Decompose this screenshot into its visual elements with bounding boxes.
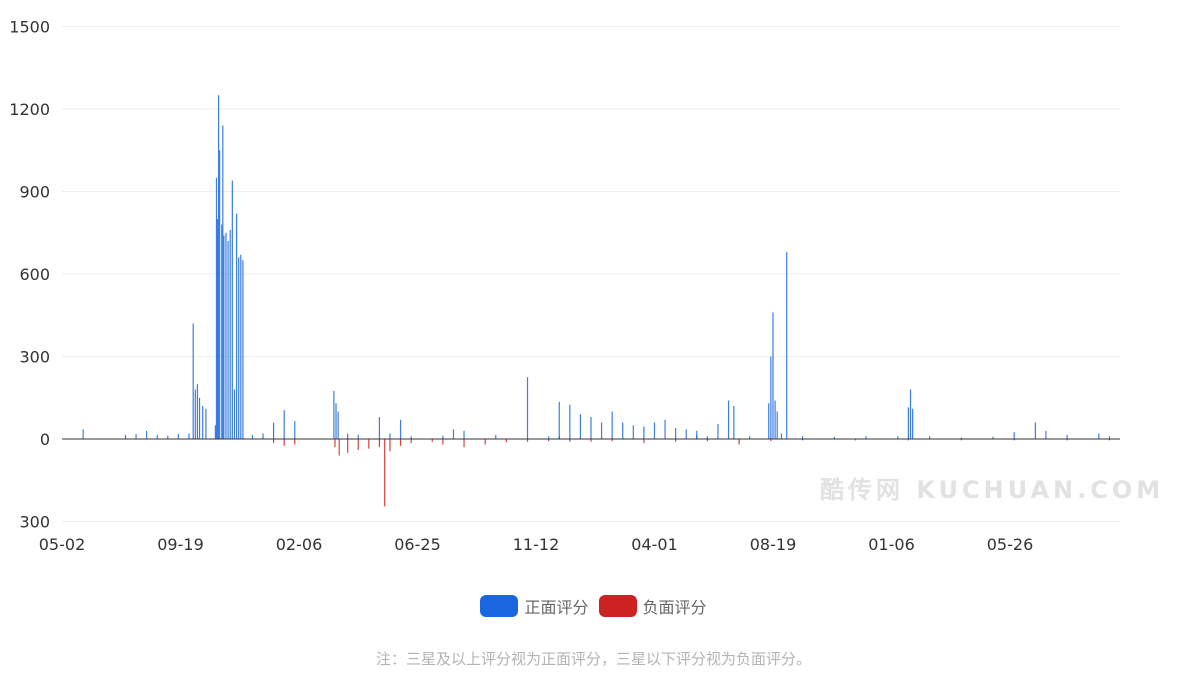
- legend: 正面评分 负面评分: [0, 594, 1187, 618]
- x-tick-label: 11-12: [513, 535, 560, 554]
- y-tick-label: 900: [19, 183, 50, 202]
- x-tick-label: 06-25: [394, 535, 441, 554]
- y-tick-label: 600: [19, 265, 50, 284]
- y-tick-label: 300: [19, 348, 50, 367]
- x-tick-label: 05-02: [39, 535, 86, 554]
- y-tick-label: 0: [40, 430, 50, 449]
- x-tick-label: 05-26: [987, 535, 1034, 554]
- y-tick-label: 1200: [9, 100, 50, 119]
- legend-swatch-positive: [480, 595, 519, 617]
- footnote: 注：三星及以上评分视为正面评分，三星以下评分视为负面评分。: [375, 650, 811, 668]
- legend-label-positive: 正面评分: [524, 598, 589, 617]
- x-tick-label: 04-01: [631, 535, 678, 554]
- y-tick-label: 1500: [9, 18, 50, 37]
- x-tick-label: 02-06: [276, 535, 323, 554]
- legend-swatch-negative: [598, 595, 637, 617]
- x-tick-label: 09-19: [157, 535, 204, 554]
- legend-item-positive[interactable]: 正面评分: [480, 594, 589, 618]
- review-score-chart: 1500 1200 900 600 300 0 300 05-02 09-19 02-06 06-2…: [9, 18, 1120, 554]
- y-tick-label: 300: [19, 513, 50, 532]
- legend-label-negative: 负面评分: [642, 598, 707, 617]
- x-tick-label: 01-06: [868, 535, 915, 554]
- legend-item-negative[interactable]: 负面评分: [598, 594, 707, 618]
- x-tick-label: 08-19: [750, 535, 797, 554]
- watermark: 酷传网 KUCHUAN.COM: [820, 476, 1165, 504]
